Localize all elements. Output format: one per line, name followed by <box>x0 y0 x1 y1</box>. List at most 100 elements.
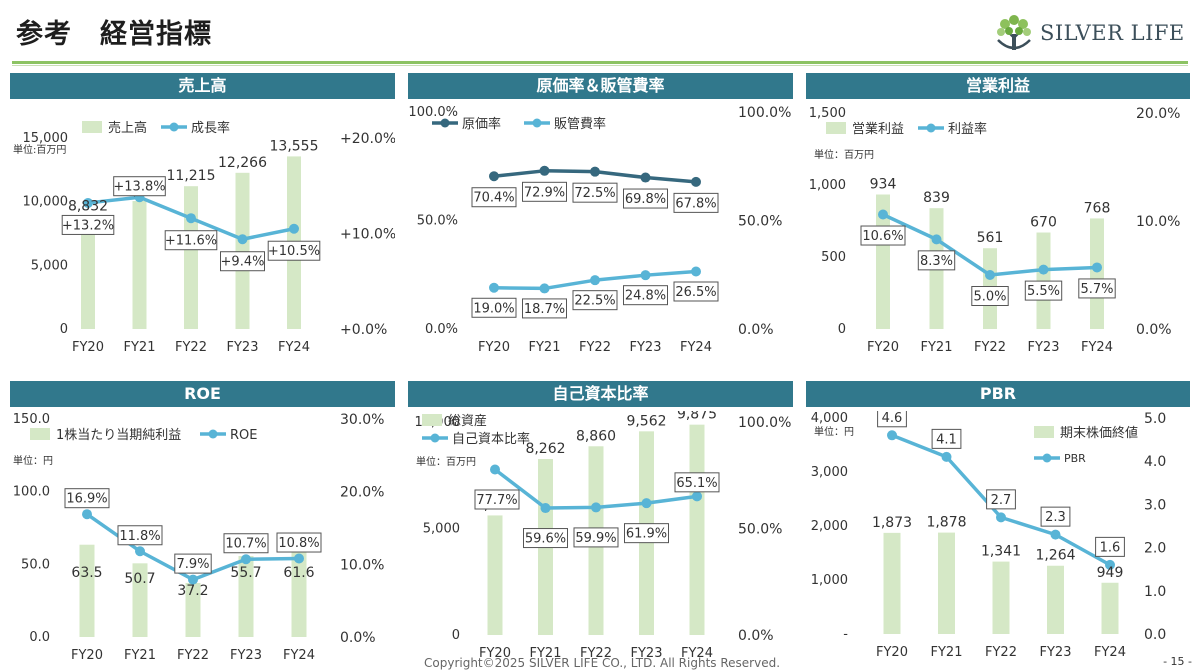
left-tick-label: - <box>843 627 848 642</box>
legend-bar-swatch <box>422 414 442 426</box>
line-value-label: 1.6 <box>1100 540 1121 555</box>
x-tick-label: FY24 <box>1081 340 1113 355</box>
right-tick-label: +10.0% <box>340 227 395 243</box>
legend-label: 総資産 <box>448 413 487 429</box>
left-tick-label: 50.0 <box>21 557 50 572</box>
x-tick-label: FY22 <box>974 340 1006 355</box>
right-tick-label: 0.0% <box>340 630 376 646</box>
legend-line-marker <box>440 118 450 128</box>
chart-equity: 05,00010,0000.0%50.0%100.0%FY20FY21FY22F… <box>415 411 792 661</box>
x-tick-label: FY22 <box>175 340 207 355</box>
line-label-box <box>931 428 962 449</box>
series-point <box>591 502 601 513</box>
series-point <box>82 509 92 520</box>
line-value-label: +11.6% <box>165 234 217 249</box>
bar <box>291 547 307 637</box>
legend-bar-swatch <box>82 121 102 133</box>
x-tick-label: FY23 <box>230 648 262 663</box>
left-tick-label: 100.0 <box>13 485 50 500</box>
bar-value-label: 13,555 <box>270 138 319 154</box>
x-tick-label: FY20 <box>72 340 104 355</box>
right-tick-label: +20.0% <box>340 131 395 147</box>
series-point <box>241 554 251 565</box>
series-point <box>941 451 952 462</box>
line-label-box <box>673 192 719 213</box>
line-label-box <box>522 181 567 202</box>
series-point <box>691 266 701 277</box>
series-point <box>1105 559 1115 570</box>
bar <box>238 556 254 637</box>
line-label-box <box>1040 506 1071 527</box>
right-tick-label: 50.0% <box>738 214 782 230</box>
bar-value-label: 8,832 <box>68 199 108 215</box>
panel-pbr-title: PBR <box>806 381 1190 407</box>
line-label-box <box>471 187 517 208</box>
chart-roe: 0.0 50.0 100.0 150.0 0.0% 10.0% 20.0% 30.0% FY20… <box>13 412 385 663</box>
legend-label: 期末株価終値 <box>1060 425 1138 441</box>
x-tick-label: FY22 <box>580 646 612 661</box>
line-label-box <box>113 176 166 197</box>
line-label-box <box>474 489 520 510</box>
series-point <box>996 512 1006 523</box>
panel-sales: 売上高 0 5,000 10,000 15,000 +0.0% +10.0% +20.0% F… <box>10 73 395 363</box>
right-tick-label: 2.0 <box>1144 541 1166 557</box>
line-value-label: +10.5% <box>268 244 320 259</box>
line-value-label: 72.5% <box>574 186 615 201</box>
line-label-box <box>1095 536 1125 557</box>
series-point <box>985 270 995 280</box>
left-tick-label: 15,000 <box>23 131 69 146</box>
bar <box>81 216 95 329</box>
x-tick-label: FY22 <box>579 340 611 355</box>
line-value-label: 2.7 <box>991 493 1012 508</box>
legend-label: 1株当たり当期純利益 <box>56 428 181 443</box>
line-value-label: 19.0% <box>473 301 514 316</box>
line-value-label: 61.9% <box>626 527 667 542</box>
line-label-box <box>64 488 110 509</box>
bar <box>185 582 201 637</box>
title-rule <box>12 61 1188 64</box>
x-tick-label: FY24 <box>680 340 712 355</box>
unit-label: 単位：円 <box>814 425 854 438</box>
panel-cost: 原価率＆販管費率 0.0% 50.0% 100.0% 0.0% 50.0% 100.0% F… <box>408 73 793 363</box>
line-label-box <box>61 214 115 235</box>
line-label-box <box>674 472 720 493</box>
x-tick-label: FY20 <box>876 645 908 660</box>
series-point <box>590 275 600 286</box>
right-tick-label: 5.0 <box>1144 411 1166 427</box>
series-point <box>1050 529 1061 540</box>
legend-label: PBR <box>1064 452 1086 465</box>
series-point <box>640 172 651 183</box>
line-value-label: 10.6% <box>862 229 903 244</box>
series-point <box>135 546 145 557</box>
line-label-box <box>623 188 668 209</box>
series-point <box>490 464 500 475</box>
bar <box>184 186 198 329</box>
bar-value-label: 9,562 <box>626 413 666 429</box>
line-value-label: 5.0% <box>973 290 1006 305</box>
left-tick-label: 3,000 <box>811 465 848 480</box>
line-value-label: 26.5% <box>675 285 716 300</box>
bar <box>235 172 250 329</box>
series-point <box>539 165 550 176</box>
panel-equity: 自己資本比率 05,00010,0000.0%50.0%100.0%FY20FY… <box>408 381 793 668</box>
unit-label: 単位：百万円 <box>416 455 476 468</box>
line-label-box <box>1078 278 1116 299</box>
title-rule-thin <box>12 65 1188 66</box>
x-tick-label: FY24 <box>1094 645 1126 660</box>
series-point <box>539 283 550 294</box>
x-tick-label: FY21 <box>529 340 561 355</box>
x-tick-label: FY21 <box>124 648 156 663</box>
line-value-label: 8.3% <box>920 254 953 269</box>
line-value-label: 22.5% <box>574 294 615 309</box>
line-label-box <box>917 250 956 271</box>
bar <box>79 544 95 637</box>
chart-sales: 0 5,000 10,000 15,000 +0.0% +10.0% +20.0% FY20 F… <box>13 120 395 355</box>
panel-roe: ROE 0.0 50.0 100.0 150.0 0.0% 10.0% 20.0% 30.0%… <box>10 381 395 668</box>
right-tick-label: 1.0 <box>1144 584 1166 600</box>
bar <box>487 515 503 635</box>
page-number: - 15 - <box>1163 655 1192 668</box>
right-tick-label: 10.0% <box>1136 214 1180 230</box>
line-value-label: 11.8% <box>119 529 160 544</box>
x-tick-label: FY20 <box>478 340 510 355</box>
left-tick-label: 150.0 <box>13 412 50 427</box>
